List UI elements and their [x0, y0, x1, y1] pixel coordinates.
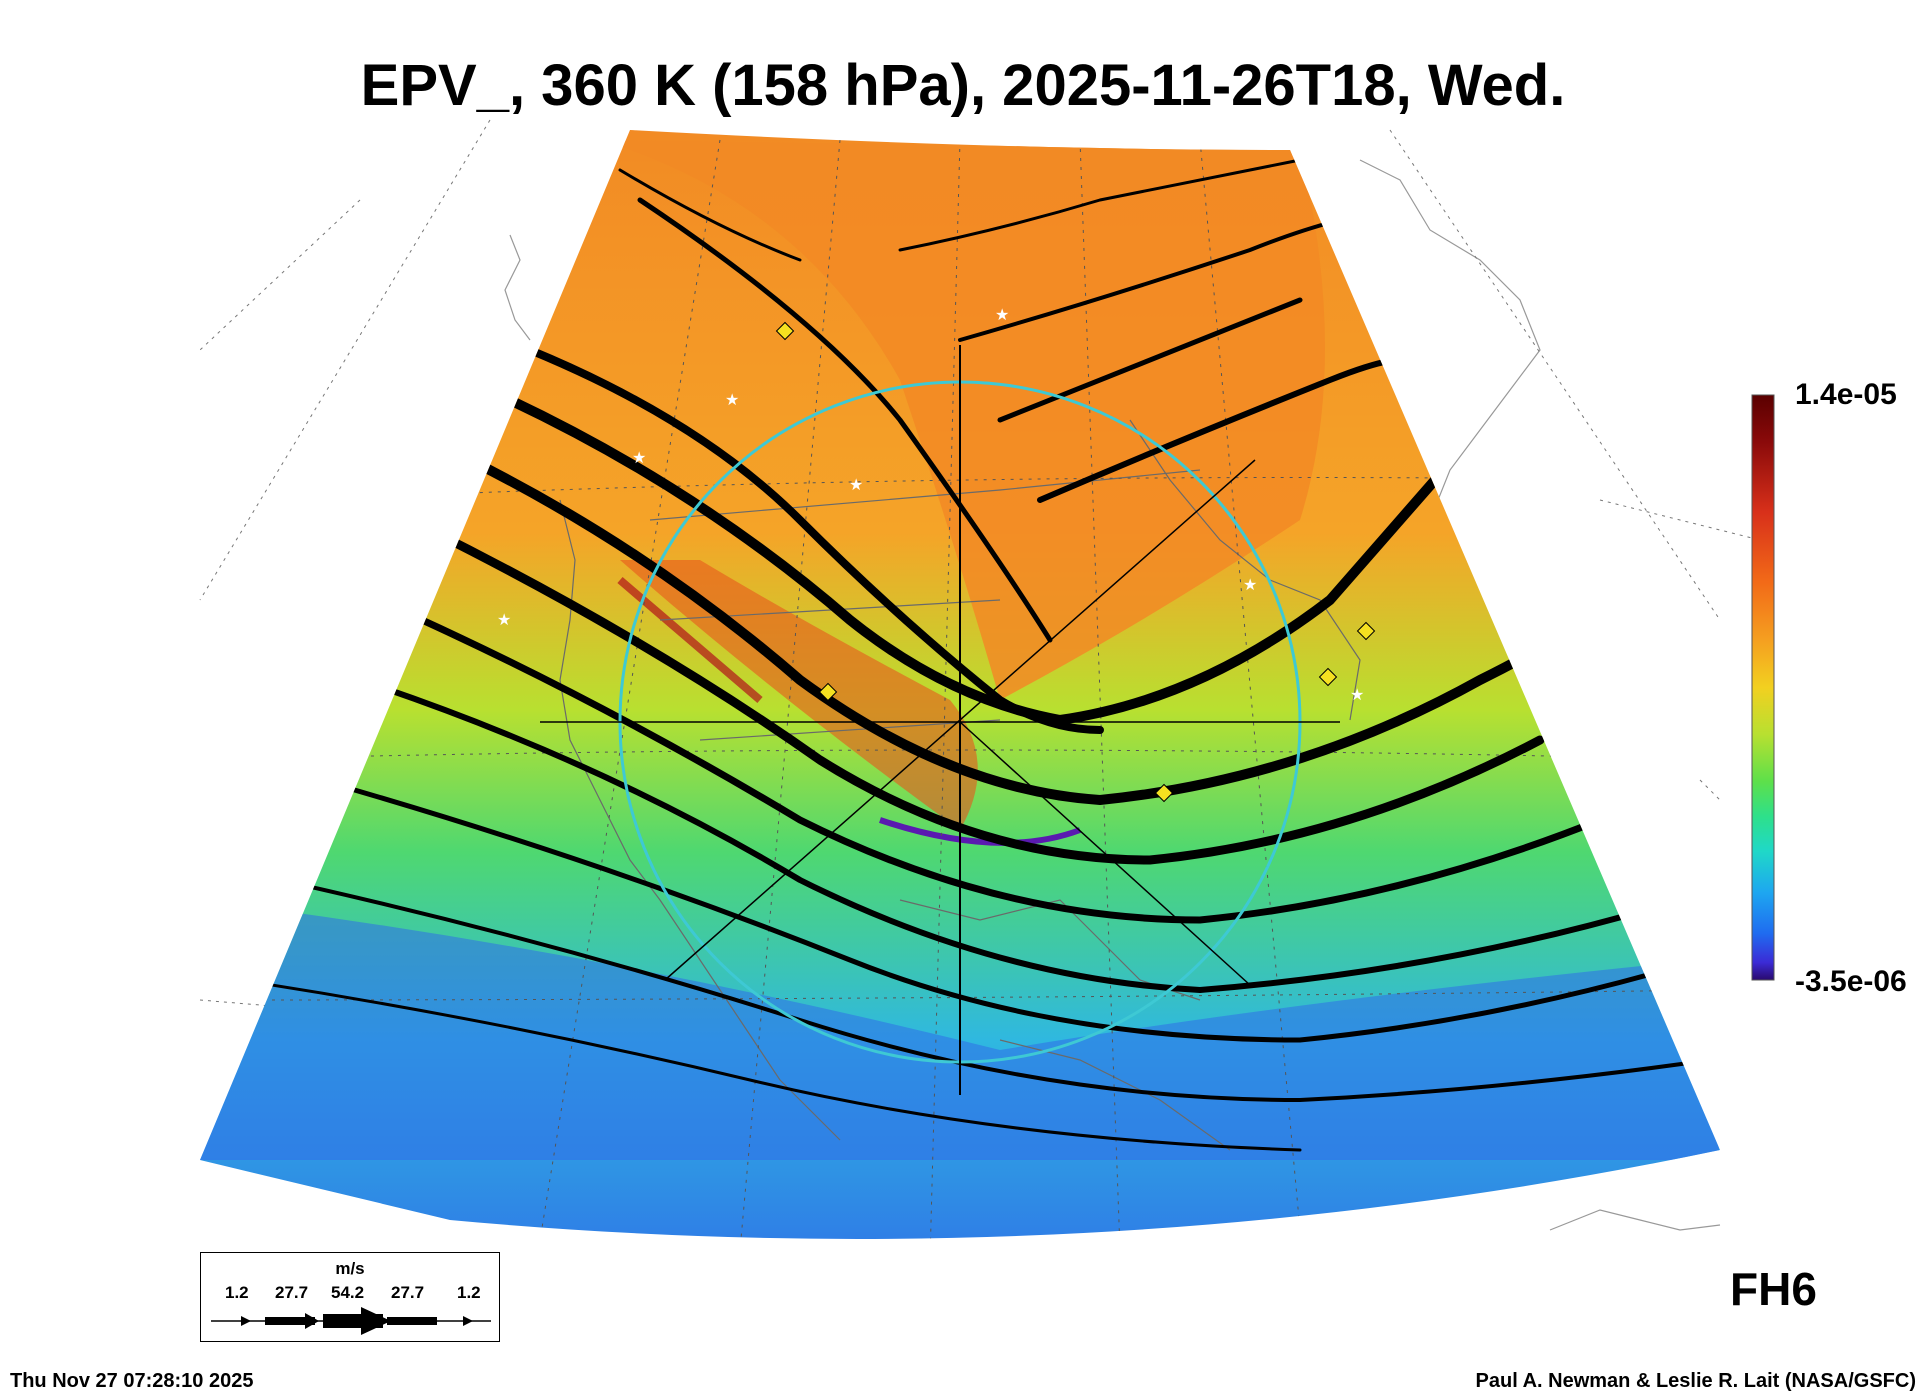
svg-text:★: ★: [849, 475, 863, 494]
wind-speed-legend: m/s 1.2 27.7 54.2 27.7 1.2: [200, 1252, 500, 1342]
wind-streamlines: [238, 158, 1712, 1152]
reference-ring: [540, 345, 1340, 1095]
timestamp: Thu Nov 27 07:28:10 2025: [10, 1370, 254, 1392]
svg-text:★: ★: [1470, 525, 1484, 544]
graticule: [200, 139, 1720, 1239]
legend-value: 27.7: [275, 1283, 309, 1302]
city-markers: ★ ★ ★ ★ ★ ★ ★ ★: [497, 305, 1484, 704]
legend-value: 27.7: [391, 1283, 425, 1302]
legend-value: 54.2: [331, 1283, 365, 1302]
credit: Paul A. Newman & Leslie R. Lait (NASA/GS…: [1475, 1370, 1916, 1392]
svg-text:★: ★: [1243, 575, 1257, 594]
colorbar-min-label: -3.5e-06: [1795, 965, 1907, 998]
svg-text:★: ★: [725, 390, 739, 409]
svg-text:★: ★: [1350, 685, 1364, 704]
legend-value: 1.2: [457, 1283, 481, 1302]
legend-unit: m/s: [335, 1259, 365, 1278]
svg-text:★: ★: [632, 448, 646, 467]
svg-text:★: ★: [497, 610, 511, 629]
epv-field: [200, 130, 1720, 1239]
graticule-outside: [199, 119, 1761, 1011]
legend-arrow-scale: [211, 1307, 491, 1335]
station-markers: [775, 321, 1376, 803]
colorbar: [1751, 394, 1775, 981]
outer-coastlines: [504, 159, 1721, 1231]
forecast-hour-label: FH6: [1730, 1263, 1817, 1315]
colorbar-max-label: 1.4e-05: [1795, 378, 1897, 411]
legend-value: 1.2: [225, 1283, 249, 1302]
svg-text:★: ★: [995, 305, 1009, 324]
page-title: EPV_, 360 K (158 hPa), 2025-11-26T18, We…: [360, 53, 1566, 118]
